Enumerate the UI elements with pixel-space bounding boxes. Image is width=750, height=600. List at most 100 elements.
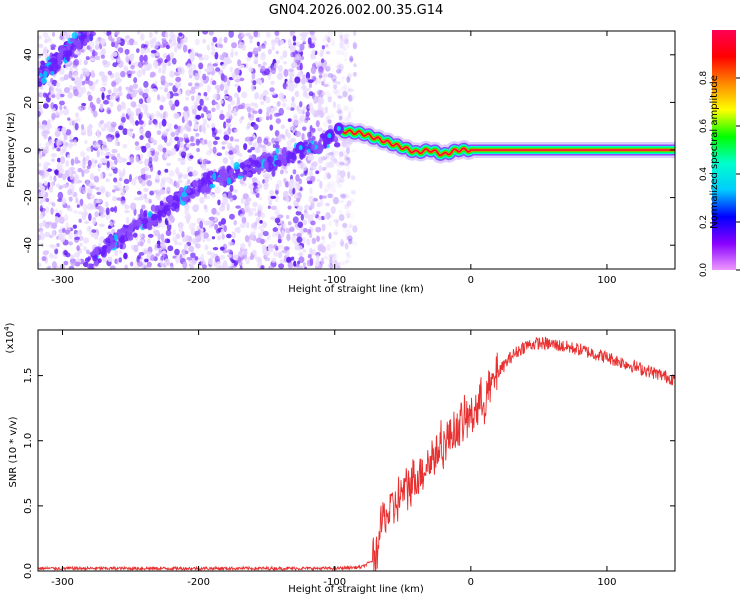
spectrogram-noise-speck: [343, 116, 349, 120]
spectrogram-noise-speck: [316, 210, 321, 215]
spectrogram-noise-speck: [261, 52, 266, 58]
spectrogram-noise-speck: [221, 146, 226, 150]
spectrogram-noise-speck: [305, 111, 310, 117]
spectrogram-noise-speck: [344, 155, 349, 161]
spectrogram-noise-speck: [283, 246, 290, 251]
spectrogram-noise-speck: [337, 95, 343, 99]
spectrogram-noise-speck: [307, 253, 312, 259]
spectrogram-noise-speck: [49, 252, 54, 259]
spectrogram-noise-speck: [334, 81, 341, 85]
spectrogram-noise-speck: [51, 112, 56, 120]
spectrogram-noise-speck: [208, 216, 215, 221]
spectrogram-noise-speck: [320, 257, 325, 265]
spectrogram-noise-speck: [206, 84, 212, 93]
spectrogram-noise-speck: [338, 214, 345, 221]
spectrogram-noise-speck: [342, 223, 348, 227]
spectrogram-noise-speck: [154, 151, 159, 156]
spectrogram-noise-speck: [211, 41, 215, 47]
spectrogram-noise-speck: [296, 236, 303, 244]
spectrogram-noise-speck: [301, 132, 305, 141]
spectrogram-noise-speck: [309, 43, 316, 49]
spectrogram-noise-speck: [278, 263, 285, 269]
spectrogram-noise-speck: [180, 161, 185, 166]
spectrogram-noise-speck: [289, 187, 293, 196]
spectrogram-noise-speck: [344, 154, 348, 162]
spectrogram-track-speck: [209, 183, 216, 189]
spectrogram-noise-speck: [288, 146, 293, 152]
spectrogram-noise-speck: [307, 79, 314, 83]
spectrogram-noise-speck: [137, 254, 142, 260]
figure-title: GN04.2026.002.00.35.G14: [269, 3, 444, 18]
spectrogram-noise-speck: [61, 126, 67, 134]
spectrogram-noise-speck: [85, 56, 90, 61]
spectrogram-noise-speck: [114, 72, 121, 80]
spectrogram-noise-speck: [257, 136, 262, 144]
spectrogram-noise-speck: [189, 155, 194, 159]
spectrogram-noise-speck: [43, 130, 50, 135]
spectrogram-noise-speck: [59, 104, 63, 111]
spectrogram-noise-speck: [327, 193, 334, 199]
spectrogram-noise-speck: [287, 118, 292, 123]
spectrogram-noise-speck: [54, 127, 61, 131]
spectrogram-noise-speck: [154, 80, 158, 86]
spectrogram-noise-speck: [68, 141, 73, 149]
spectrogram-noise-speck: [237, 251, 244, 258]
spectrogram-noise-speck: [269, 87, 275, 93]
spectrogram-noise-speck: [69, 174, 74, 181]
spectrogram-noise-speck: [96, 199, 103, 204]
spectrogram-track-speck: [159, 200, 164, 207]
spectrogram-noise-speck: [299, 101, 303, 108]
spectrogram-noise-speck: [198, 62, 204, 70]
spectrogram-noise-speck: [49, 175, 53, 181]
spectrogram-noise-speck: [188, 70, 194, 77]
spectrogram-noise-speck: [344, 242, 349, 250]
spectrogram-noise-speck: [323, 172, 329, 181]
colorbar-ticks: 0.0 0.2 0.4 0.6 0.8: [699, 71, 740, 277]
spectrogram-noise-speck: [200, 113, 205, 119]
spectrogram-noise-speck: [348, 94, 353, 102]
spectrogram-noise-speck: [38, 35, 42, 40]
spectrogram-noise-speck: [212, 36, 218, 43]
spectrogram-noise-speck: [278, 71, 283, 78]
spectrogram-noise-speck: [179, 126, 183, 135]
spectrogram-noise-speck: [233, 219, 237, 226]
spectrogram-noise-speck: [327, 119, 332, 124]
spectrogram-noise-speck: [335, 220, 339, 228]
spectrogram-noise-speck: [231, 72, 236, 80]
spectrogram-track-speck: [48, 64, 53, 72]
spectrogram-noise-speck: [186, 256, 193, 261]
spectrogram-noise-speck: [206, 44, 210, 51]
colorbar-tick-label: 0.2: [699, 215, 709, 229]
spectrogram-noise-speck: [113, 177, 118, 183]
spectrogram-noise-speck: [165, 229, 172, 237]
spectrogram-noise-speck: [217, 129, 222, 134]
spectrogram-noise-speck: [203, 139, 208, 145]
spectrogram-noise-speck: [129, 156, 135, 164]
spectrogram-noise-speck: [207, 140, 213, 149]
spectrogram-noise-speck: [322, 73, 328, 78]
spectrogram-track-speck: [267, 155, 274, 163]
spectrogram-noise-speck: [353, 63, 357, 68]
spectrogram-noise-speck: [327, 36, 331, 43]
spectrogram-noise-speck: [139, 135, 144, 141]
spectrogram-ridge-layer: [340, 129, 675, 157]
spectrogram-noise-speck: [135, 120, 139, 126]
spectrogram-noise-speck: [133, 265, 140, 269]
spectrogram-noise-speck: [191, 53, 195, 61]
spectrogram-noise-speck: [273, 112, 280, 118]
spectrogram-noise-speck: [287, 132, 292, 139]
spectrogram-noise-speck: [347, 213, 354, 219]
spectrogram-noise-speck: [344, 164, 351, 170]
spectrogram-noise-speck: [301, 85, 307, 90]
spectrogram-noise-speck: [143, 187, 149, 193]
spectrogram-noise-speck: [157, 244, 161, 249]
spectrogram-noise-speck: [342, 222, 348, 229]
spectrogram-noise-speck: [64, 141, 69, 148]
spectrogram-ytick-label: -20: [23, 189, 34, 205]
spectrogram-noise-speck: [51, 222, 58, 229]
spectrogram-noise-speck: [118, 125, 124, 131]
spectrogram-noise-speck: [218, 206, 225, 212]
spectrogram-noise-speck: [287, 38, 292, 46]
spectrogram-noise-speck: [117, 141, 121, 146]
spectrogram-noise-speck: [82, 204, 88, 212]
